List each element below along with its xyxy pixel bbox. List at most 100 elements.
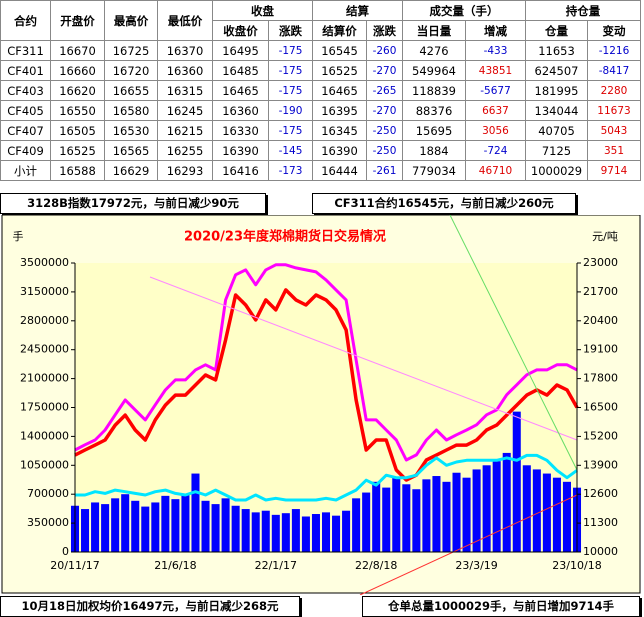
table-cell: 16255 — [157, 140, 213, 161]
bar — [422, 479, 431, 552]
table-cell: 16485 — [212, 60, 269, 81]
y2-tick-label: 17800 — [583, 372, 618, 385]
table-cell: 134044 — [525, 100, 588, 121]
table-cell: -270 — [366, 100, 403, 121]
bar — [201, 500, 210, 552]
bar — [452, 472, 461, 552]
bar — [362, 492, 371, 552]
table-cell: -250 — [366, 140, 403, 161]
table-cell: 181995 — [525, 80, 588, 101]
y2-tick-label: 12600 — [583, 487, 618, 500]
y2-tick-label: 20400 — [583, 314, 618, 327]
table-cell: 16720 — [104, 60, 158, 81]
table-cell: -265 — [366, 80, 403, 101]
y-tick-label: 3500000 — [20, 256, 69, 269]
bar — [321, 512, 331, 552]
table-cell: 16315 — [157, 80, 213, 101]
table-cell: 16465 — [212, 80, 269, 101]
table-cell: 16345 — [312, 120, 367, 141]
table-cell: 16655 — [104, 80, 158, 101]
chart-title: 2020/23年度郑棉期货日交易情况 — [184, 229, 386, 245]
table-cell: 16330 — [212, 120, 269, 141]
table-cell: 16360 — [157, 60, 213, 81]
table-cell: 88376 — [402, 100, 466, 121]
y2-tick-label: 13900 — [583, 458, 618, 471]
info-box: 仓单总量1000029手，与前日增加9714手 — [362, 596, 640, 617]
table-cell: 16390 — [312, 140, 367, 161]
table-cell: 16550 — [50, 100, 105, 121]
x-tick-label: 20/11/17 — [50, 559, 99, 572]
table-cell: 9714 — [587, 160, 641, 181]
bar — [472, 469, 481, 552]
table-cell: 1000029 — [525, 160, 588, 181]
bar — [151, 502, 160, 552]
y-tick-label: 700000 — [27, 487, 69, 500]
bar — [81, 509, 90, 552]
bar — [402, 484, 411, 552]
table-cell: 16505 — [50, 120, 105, 141]
bar — [161, 495, 170, 552]
header-cell: 当日量 — [402, 20, 466, 41]
table-cell: 16370 — [157, 40, 213, 61]
table-cell: 16293 — [157, 160, 213, 181]
y2-tick-label: 10000 — [583, 545, 618, 558]
bar — [432, 476, 441, 552]
table-cell: 351 — [587, 140, 641, 161]
table-cell: 46710 — [465, 160, 526, 181]
table-cell: 16245 — [157, 100, 213, 121]
y2-tick-label: 19100 — [583, 343, 618, 356]
line — [75, 453, 578, 502]
bar — [111, 498, 120, 552]
header-cell: 涨跌 — [366, 20, 403, 41]
chart: 2020/23年度郑棉期货日交易情况 手 元/吨 0 350000 700000 10… — [1, 215, 641, 595]
table-cell: 118839 — [402, 80, 466, 101]
x-tick-label: 21/6/18 — [154, 559, 196, 572]
table-cell: 1884 — [402, 140, 466, 161]
y-tick-label: 350000 — [27, 516, 69, 529]
header-cell: 增减 — [465, 20, 526, 41]
bar — [352, 498, 361, 552]
y2-axis-label: 元/吨 — [592, 230, 618, 243]
y-tick-label: 1050000 — [20, 458, 69, 471]
header-cell: 变动 — [587, 20, 641, 41]
y-tick-label: 3150000 — [20, 285, 69, 298]
bar — [211, 504, 220, 552]
bar — [532, 469, 541, 552]
table-cell: 16565 — [104, 140, 158, 161]
line — [74, 263, 578, 462]
bar — [442, 481, 451, 552]
bar — [301, 516, 310, 552]
table-cell: 小计 — [0, 160, 51, 181]
table-cell: 16444 — [312, 160, 367, 181]
info-box: CF311合约16545元，与前日减少260元 — [312, 193, 576, 214]
y-tick-label: 2800000 — [20, 314, 69, 327]
bar — [291, 509, 300, 552]
table-cell: -260 — [366, 40, 403, 61]
header-cell: 持仓量 — [525, 0, 641, 21]
bar — [181, 494, 190, 552]
table-cell: 2280 — [587, 80, 641, 101]
header-cell: 成交量（手） — [402, 0, 526, 21]
y-tick-label: 2100000 — [20, 372, 69, 385]
plot-area — [75, 263, 577, 552]
table-cell: 16390 — [212, 140, 269, 161]
table-cell: 16629 — [104, 160, 158, 181]
table-cell: 16660 — [50, 60, 105, 81]
table-cell: 16588 — [50, 160, 105, 181]
header-cell: 结算价 — [312, 20, 367, 41]
table-cell: -724 — [465, 140, 526, 161]
table-cell: 779034 — [402, 160, 466, 181]
table-cell: 16360 — [212, 100, 269, 121]
bar — [311, 514, 320, 552]
y-axis-label: 手 — [13, 229, 24, 243]
bar — [332, 515, 341, 552]
header-cell: 收盘 — [212, 0, 313, 21]
y2-tick-label: 16500 — [583, 401, 618, 414]
table-cell: 16725 — [104, 40, 158, 61]
line — [74, 288, 579, 482]
y2-tick-label: 23000 — [583, 256, 618, 269]
bar — [482, 465, 491, 552]
trend-line — [359, 494, 578, 595]
table-cell: 16525 — [50, 140, 105, 161]
